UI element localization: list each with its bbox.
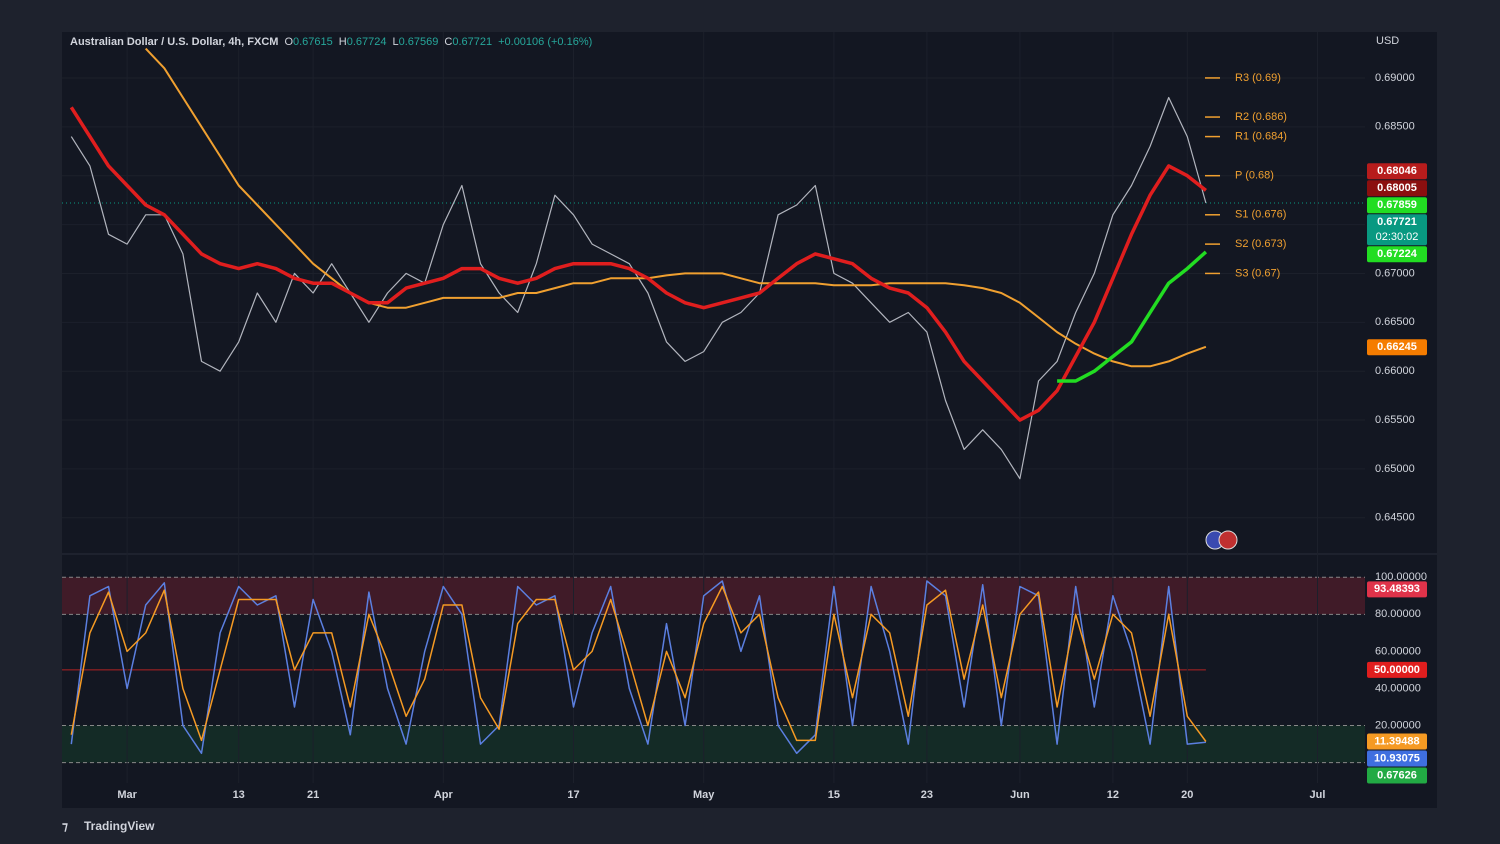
price-tag-label: 0.67721 [1377, 216, 1417, 228]
pivot-label: S2 (0.673) [1235, 238, 1286, 250]
y-tick-label: 80.00000 [1375, 608, 1421, 620]
price-tag [1367, 214, 1427, 246]
ohlc-value: 0.67615 [293, 36, 333, 48]
price-tag [1367, 180, 1427, 197]
ohlc-key: C [444, 36, 452, 48]
price-tag [1367, 163, 1427, 180]
y-tick-label: 0.69000 [1375, 72, 1415, 84]
y-tick-label: 0.64500 [1375, 512, 1415, 524]
price-tag [1367, 246, 1427, 263]
series-line [1057, 250, 1208, 383]
y-tick-label: 0.66000 [1375, 365, 1415, 377]
pivot-label: R2 (0.686) [1235, 111, 1287, 123]
flag-icon [1218, 530, 1238, 550]
x-tick-label: 23 [921, 789, 933, 801]
price-tag [1367, 767, 1427, 784]
x-tick-label: 21 [307, 789, 319, 801]
ohlc-value: 0.67724 [347, 36, 387, 48]
price-tag-label: 93.48393 [1374, 583, 1420, 595]
x-tick-label: Mar [117, 789, 137, 801]
price-tag-label: 0.67224 [1377, 248, 1418, 260]
price-tag [1367, 661, 1427, 678]
price-tag-label: 50.00000 [1374, 664, 1420, 676]
ohlc-value: 0.67569 [399, 36, 439, 48]
price-tag-label: 0.67859 [1377, 199, 1417, 211]
x-tick-label: Apr [434, 789, 454, 801]
price-change: +0.00106 (+0.16%) [498, 36, 592, 48]
x-tick-label: 15 [828, 789, 840, 801]
pivot-label: S3 (0.67) [1235, 267, 1280, 279]
pivot-label: R3 (0.69) [1235, 72, 1281, 84]
x-tick-label: Jul [1310, 789, 1326, 801]
price-tag [1367, 339, 1427, 356]
price-tag-label: 10.93075 [1374, 752, 1420, 764]
x-tick-label: 13 [233, 789, 245, 801]
countdown: 02:30:02 [1376, 231, 1419, 243]
x-tick-label: 20 [1181, 789, 1193, 801]
x-tick-label: 17 [567, 789, 579, 801]
ohlc-key: O [284, 36, 293, 48]
price-tag-label: 11.39488 [1374, 735, 1419, 747]
price-tag-label: 0.68046 [1377, 165, 1417, 177]
pivot-label: P (0.68) [1235, 170, 1274, 182]
x-tick-label: May [693, 789, 715, 801]
ohlc-key: L [392, 36, 398, 48]
x-tick-label: Jun [1010, 789, 1030, 801]
price-tag [1367, 197, 1427, 214]
price-tag-label: 0.67626 [1377, 769, 1417, 781]
y-tick-label: 60.00000 [1375, 645, 1421, 657]
series-line [70, 585, 1207, 742]
series-line [144, 47, 1207, 368]
y-tick-label: 0.68500 [1375, 121, 1415, 133]
pivot-label: S1 (0.676) [1235, 209, 1286, 221]
ohlc-value: 0.67721 [452, 36, 492, 48]
zone [62, 577, 1365, 615]
price-tag [1367, 750, 1427, 767]
chart-title: Australian Dollar / U.S. Dollar, 4h, FXC… [70, 36, 278, 48]
y-tick-label: 0.67000 [1375, 267, 1415, 279]
y-tick-label: 100.00000 [1375, 571, 1427, 583]
ohlc-key: H [339, 36, 347, 48]
series-line [70, 580, 1206, 755]
currency-label: USD [1376, 35, 1399, 47]
y-tick-label: 0.66500 [1375, 316, 1415, 328]
brand-logo: TradingView [84, 819, 155, 833]
price-tag-label: 0.68005 [1377, 182, 1417, 194]
y-tick-label: 40.00000 [1375, 682, 1421, 694]
brand-icon: ⁊ [62, 819, 68, 833]
price-tag-label: 0.66245 [1377, 341, 1417, 353]
price-tag [1367, 581, 1427, 598]
pivot-label: R1 (0.684) [1235, 130, 1287, 142]
price-tag [1367, 733, 1427, 750]
y-tick-label: 0.65000 [1375, 463, 1415, 475]
zone [62, 725, 1365, 763]
x-tick-label: 12 [1107, 789, 1119, 801]
series-line [69, 106, 1207, 422]
y-tick-label: 20.00000 [1375, 719, 1421, 731]
y-tick-label: 0.65500 [1375, 414, 1415, 426]
